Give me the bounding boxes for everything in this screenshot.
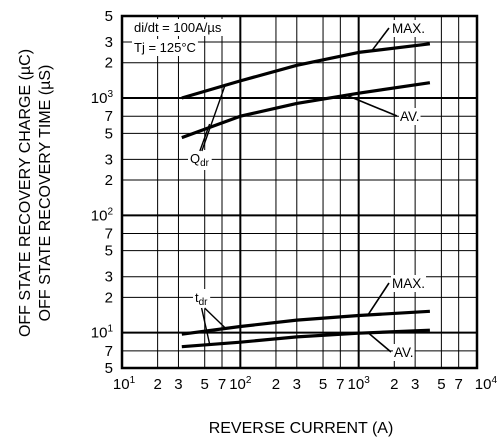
plot-frame [120,14,479,370]
series-lines [181,42,431,349]
annotations: di/dt = 100A/µs Tj = 125°C MAX. AV. MAX. AV. Q… [132,19,427,361]
y-axis-label-charge: OFF STATE RECOVERY CHARGE (µC) [17,49,34,337]
svg-text:MAX.: MAX. [392,276,425,291]
tdr-annotation: tdr [193,289,211,309]
condition-tj-label: Tj = 125°C [132,39,198,56]
svg-text:Tj = 125°C: Tj = 125°C [134,40,196,55]
x-tick-labels: 101 2 3 5 7 102 2 3 5 7 103 2 3 5 7 104 [113,375,498,393]
svg-text:Qdr: Qdr [190,151,210,169]
y-tick-label: 2 [105,55,113,72]
y-tick-label: 7 [105,108,113,125]
x-tick-label: 102 [229,375,252,393]
x-tick-label: 7 [336,376,344,393]
x-tick-label: 101 [113,375,136,393]
label-qdr-av: AV. [346,94,421,125]
y-tick-label: 102 [91,206,114,224]
series-line-qdr-max [181,42,431,100]
x-tick-label: 5 [437,376,445,393]
y-tick-label: 3 [105,151,113,168]
y-tick-label: 7 [105,226,113,243]
condition-didt-label: di/dt = 100A/µs [132,19,224,36]
y-tick-label: 5 [105,360,113,377]
y-tick-label: 5 [105,125,113,142]
x-tick-label: 5 [201,376,209,393]
y-axis-label-time: OFF STATE RECOVERY TIME (µS) [37,65,54,322]
y-tick-label: 5 [105,8,113,25]
svg-text:tdr: tdr [195,290,208,308]
x-tick-label: 2 [272,376,280,393]
svg-text:AV.: AV. [400,109,420,124]
label-tdr-max: MAX. [367,275,427,316]
x-tick-label: 7 [454,376,462,393]
x-tick-label: 5 [319,376,327,393]
y-tick-label: 101 [91,324,114,342]
x-tick-label: 3 [174,376,182,393]
y-tick-label: 2 [105,172,113,189]
x-axis-label: REVERSE CURRENT (A) [209,420,394,437]
y-tick-label: 3 [105,269,113,286]
qdr-annotation: Qdr [188,150,212,170]
y-tick-label: 3 [105,34,113,51]
series-line-tdr-av [181,328,430,349]
x-tick-label: 104 [475,375,498,393]
y-tick-label: 5 [105,243,113,260]
grid [121,15,478,369]
x-tick-label: 3 [411,376,419,393]
x-tick-label: 7 [218,376,226,393]
x-tick-label: 2 [390,376,398,393]
svg-text:di/dt = 100A/µs: di/dt = 100A/µs [134,20,222,35]
svg-text:AV.: AV. [394,345,414,360]
label-qdr-max: MAX. [371,20,427,51]
x-tick-label: 2 [153,376,161,393]
svg-text:MAX.: MAX. [392,21,425,36]
y-tick-label: 7 [105,343,113,360]
x-tick-label: 103 [348,375,371,393]
series-line-tdr-max [181,309,430,336]
x-tick-label: 3 [293,376,301,393]
y-tick-label: 2 [105,289,113,306]
series-line-qdr-av [181,81,431,140]
label-tdr-av: AV. [367,332,415,361]
y-tick-label: 103 [91,89,114,107]
